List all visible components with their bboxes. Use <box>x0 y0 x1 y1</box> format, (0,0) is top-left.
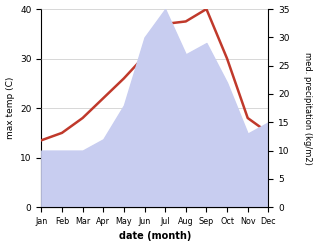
Y-axis label: max temp (C): max temp (C) <box>5 77 15 139</box>
Y-axis label: med. precipitation (kg/m2): med. precipitation (kg/m2) <box>303 52 313 165</box>
X-axis label: date (month): date (month) <box>119 231 191 242</box>
